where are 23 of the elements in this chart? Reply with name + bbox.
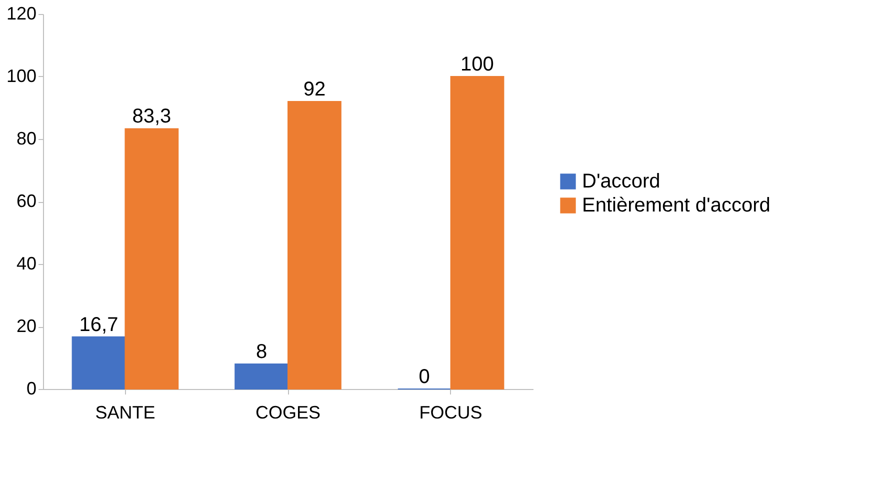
y-tick-label: 60 — [16, 191, 36, 211]
data-label: 0 — [418, 366, 430, 388]
data-label: 83,3 — [132, 106, 172, 128]
bar — [124, 128, 179, 390]
legend-label: Entièrement d'accord — [582, 194, 770, 216]
bar — [288, 101, 342, 390]
legend-label: D'accord — [582, 170, 660, 192]
data-label: 92 — [303, 78, 326, 100]
bar — [450, 76, 504, 390]
x-tick-label: SANTE — [95, 402, 156, 422]
data-label: 8 — [256, 341, 268, 363]
y-tick-label: 120 — [6, 4, 36, 24]
data-label: 100 — [460, 54, 494, 76]
y-tick-label: 40 — [16, 254, 36, 274]
bar — [72, 336, 126, 390]
x-tick-label: FOCUS — [419, 402, 482, 422]
y-tick-label: 20 — [16, 316, 36, 336]
y-tick-label: 100 — [6, 66, 36, 86]
y-tick-label: 0 — [26, 378, 36, 398]
x-tick-label: COGES — [255, 402, 321, 422]
bar — [234, 364, 288, 390]
data-label: 16,7 — [79, 314, 118, 336]
y-tick-label: 80 — [16, 128, 36, 148]
